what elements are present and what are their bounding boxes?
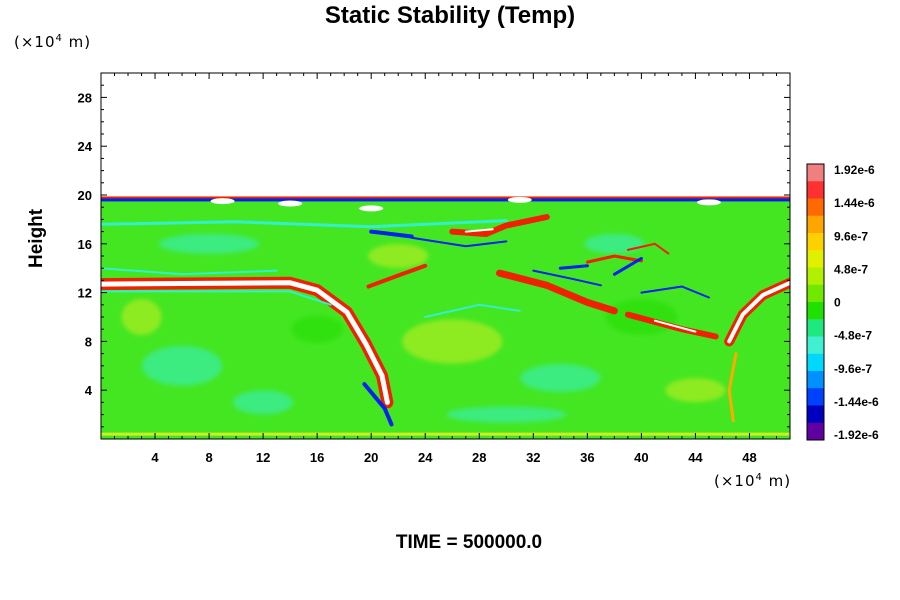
east-front-core bbox=[727, 280, 790, 344]
chart-title: Static Stability (Temp) bbox=[324, 2, 576, 29]
y-tick-label: 24 bbox=[78, 139, 93, 154]
colorbar-swatch bbox=[807, 336, 824, 355]
east-blue-streak bbox=[612, 256, 643, 276]
colorbar-swatch bbox=[807, 181, 824, 199]
field-blob bbox=[159, 233, 260, 254]
colorbar: 1.92e-6 1.44e-6 9.6e-7 4.8e-7 0 -4.8e-7 -9.6e-… bbox=[806, 163, 879, 442]
field-blob bbox=[520, 364, 601, 392]
field-streak bbox=[410, 236, 508, 248]
x-tick-label: 40 bbox=[634, 450, 648, 465]
field-streak bbox=[101, 219, 508, 229]
x-tick-label: 32 bbox=[526, 450, 540, 465]
top-boundary-blob bbox=[210, 198, 235, 205]
mid-level-jet bbox=[496, 269, 618, 315]
x-tick-label: 44 bbox=[688, 450, 703, 465]
colorbar-label: 1.92e-6 bbox=[834, 163, 875, 177]
field-blob bbox=[368, 244, 429, 268]
colorbar-label: -9.6e-7 bbox=[834, 362, 872, 376]
field-blob bbox=[142, 345, 223, 386]
colorbar-label: -4.8e-7 bbox=[834, 329, 872, 343]
field-blob bbox=[291, 315, 344, 344]
field-blob bbox=[402, 319, 503, 364]
colorbar-label: 0 bbox=[834, 296, 841, 310]
time-label: TIME = 500000.0 bbox=[395, 532, 543, 553]
colorbar-label: 1.44e-6 bbox=[834, 196, 875, 210]
colorbar-label: -1.92e-6 bbox=[834, 428, 879, 442]
field-blob bbox=[446, 406, 567, 423]
x-tick-label: 16 bbox=[310, 450, 324, 465]
colorbar-swatch bbox=[807, 371, 824, 389]
field-streak bbox=[424, 303, 521, 318]
mid-level-jet-east bbox=[624, 311, 719, 340]
colorbar-swatch bbox=[807, 319, 824, 337]
y-tick-label: 28 bbox=[78, 90, 92, 105]
mid-level-jet-core bbox=[653, 319, 697, 333]
top-boundary-edge bbox=[101, 196, 790, 199]
colorbar-swatch bbox=[807, 388, 824, 406]
colorbar-swatch bbox=[807, 215, 824, 234]
field-blob bbox=[233, 390, 294, 415]
field-streak bbox=[626, 242, 670, 255]
upper-layer bbox=[449, 214, 550, 237]
x-tick-label: 28 bbox=[472, 450, 486, 465]
central-red-streak bbox=[366, 263, 428, 289]
field-background bbox=[101, 197, 790, 439]
top-boundary-blob bbox=[507, 196, 532, 203]
field-blob bbox=[121, 299, 162, 335]
x-tick-label: 4 bbox=[151, 450, 159, 465]
y-axis-unit: (×104 m) bbox=[14, 33, 92, 51]
field-texture bbox=[121, 233, 726, 423]
x-tick-label: 20 bbox=[364, 450, 378, 465]
top-boundary-blob bbox=[359, 205, 384, 212]
field-streak bbox=[101, 267, 278, 276]
colorbar-swatch bbox=[807, 233, 824, 251]
east-front-foot bbox=[727, 352, 738, 423]
colorbar-frame bbox=[806, 163, 825, 441]
field-streak bbox=[532, 269, 602, 287]
y-tick-label: 16 bbox=[78, 237, 92, 252]
upper-layer-core bbox=[464, 228, 494, 233]
central-blue-streak bbox=[558, 264, 589, 270]
top-boundary-band bbox=[101, 197, 790, 202]
x-tick-label: 24 bbox=[418, 450, 433, 465]
field-blob bbox=[584, 233, 645, 254]
y-tick-label: 8 bbox=[85, 334, 92, 349]
top-boundary-blob bbox=[696, 199, 721, 206]
colorbar-swatch bbox=[807, 302, 824, 320]
colorbar-swatch bbox=[807, 250, 824, 268]
colorbar-swatch bbox=[807, 164, 824, 182]
colorbar-swatch bbox=[807, 284, 824, 303]
x-tick-label: 36 bbox=[580, 450, 594, 465]
stable-layer-underside bbox=[101, 290, 332, 306]
y-tick-label: 4 bbox=[85, 383, 93, 398]
colorbar-label: -1.44e-6 bbox=[834, 395, 879, 409]
colorbar-label: 9.6e-7 bbox=[834, 229, 868, 243]
stable-layer-front-core bbox=[101, 280, 390, 405]
colorbar-swatch bbox=[807, 198, 824, 217]
colorbar-swatch bbox=[807, 405, 824, 424]
x-tick-label: 12 bbox=[256, 450, 270, 465]
colorbar-swatch bbox=[807, 422, 824, 441]
y-tick-label: 12 bbox=[78, 286, 92, 301]
field-streak bbox=[585, 254, 643, 264]
field-blob bbox=[665, 378, 726, 403]
upper-blue-streak bbox=[369, 229, 414, 239]
front-foot bbox=[362, 382, 394, 427]
top-boundary-blob bbox=[278, 200, 303, 207]
colorbar-swatch bbox=[807, 353, 824, 372]
x-tick-label: 48 bbox=[742, 450, 756, 465]
colorbar-swatch bbox=[807, 267, 824, 286]
x-axis-unit: (×104 m) bbox=[714, 472, 792, 490]
y-tick-label: 20 bbox=[78, 188, 92, 203]
stability-field bbox=[101, 196, 790, 439]
x-tick-label: 8 bbox=[205, 450, 212, 465]
colorbar-label: 4.8e-7 bbox=[834, 262, 868, 276]
field-streak bbox=[640, 285, 710, 299]
